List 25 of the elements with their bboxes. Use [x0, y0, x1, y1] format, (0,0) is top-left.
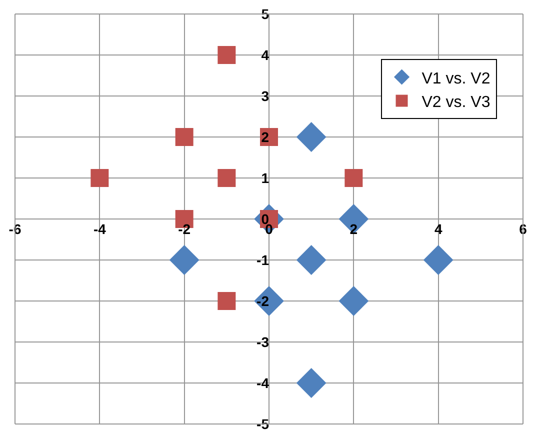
- point: [175, 128, 194, 146]
- point: [423, 245, 454, 275]
- y-tick-label: 2: [261, 128, 270, 145]
- point: [90, 169, 109, 187]
- y-tick-label: -3: [256, 334, 270, 350]
- point: [218, 46, 236, 64]
- y-tick-label: -4: [256, 374, 270, 391]
- y-tick-label: -1: [256, 252, 270, 268]
- point: [344, 169, 363, 187]
- point: [218, 169, 236, 187]
- x-tick-label: 4: [434, 221, 442, 237]
- x-tick-label: -4: [93, 221, 106, 237]
- point: [218, 292, 236, 310]
- point: [338, 286, 369, 316]
- point: [296, 245, 326, 275]
- legend-label: V2 vs. V3: [422, 94, 490, 112]
- point: [338, 204, 369, 234]
- y-tick-label: 1: [261, 170, 270, 186]
- y-tick-label: 3: [261, 88, 270, 104]
- point: [296, 368, 326, 398]
- y-tick-label: 4: [261, 46, 270, 63]
- legend-label: V1 vs. V2: [422, 70, 490, 88]
- y-tick-label: -2: [256, 292, 270, 309]
- point: [296, 122, 326, 152]
- point: [169, 245, 200, 275]
